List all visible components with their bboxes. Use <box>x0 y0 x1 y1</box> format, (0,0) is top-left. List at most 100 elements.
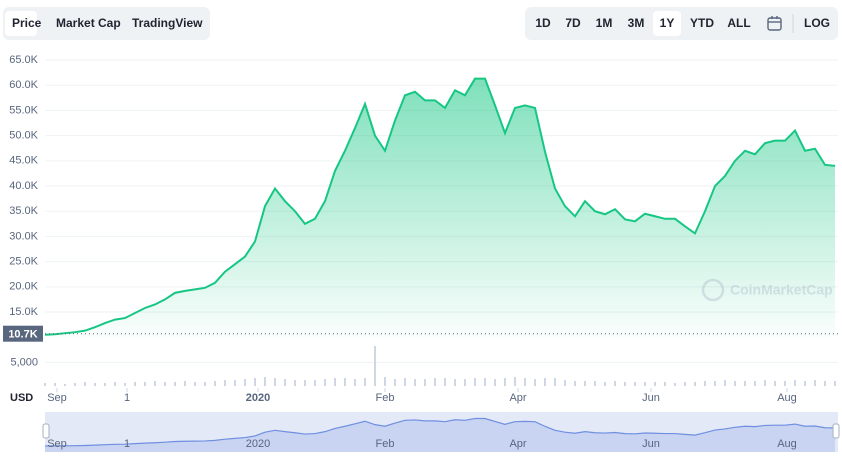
navigator-label: Apr <box>509 438 526 450</box>
volume-bar <box>74 383 76 386</box>
volume-bar <box>54 383 56 386</box>
x-tick-label: 2020 <box>246 392 270 404</box>
volume-bar <box>214 381 216 386</box>
volume-bar <box>654 382 656 386</box>
volume-bar <box>324 379 326 386</box>
volume-bar <box>484 378 486 386</box>
y-tick-label: 15.0K <box>9 306 38 318</box>
volume-bar <box>284 379 286 386</box>
volume-bar <box>824 381 826 386</box>
volume-bar <box>684 382 686 386</box>
area <box>45 78 835 338</box>
x-tick-label: 1 <box>124 392 130 404</box>
volume-bar <box>164 382 166 386</box>
range-button[interactable]: ALL <box>727 16 750 30</box>
x-tick-label: Jun <box>642 392 660 404</box>
volume-bar <box>184 381 186 386</box>
volume-bar <box>364 378 366 386</box>
volume-bar <box>664 382 666 386</box>
navigator-label: Feb <box>376 438 395 450</box>
volume-bar <box>174 382 176 386</box>
volume-bar <box>264 377 266 386</box>
navigator-handle[interactable] <box>42 423 50 439</box>
y-tick-label: 20.0K <box>9 281 38 293</box>
volume-bar <box>464 379 466 386</box>
tab[interactable]: TradingView <box>132 16 203 30</box>
volume-bar <box>154 381 156 386</box>
range-button[interactable]: 1M <box>596 16 613 30</box>
volume-bar <box>794 380 796 386</box>
volume-bar <box>734 381 736 386</box>
price-line <box>44 77 836 336</box>
volume-bar <box>104 383 106 386</box>
watermark-text: CoinMarketCap <box>730 282 833 298</box>
volume-bar <box>274 378 276 386</box>
volume-bar <box>784 381 786 386</box>
range-active-bg <box>653 11 681 36</box>
volume-bar <box>834 381 836 386</box>
range-button[interactable]: 1Y <box>660 16 675 30</box>
volume-bar <box>194 382 196 386</box>
x-tick-label: Aug <box>777 392 797 404</box>
volume-bar <box>414 379 416 386</box>
volume-bar <box>474 378 476 386</box>
volume-bar <box>334 378 336 386</box>
volume-bars <box>44 346 836 386</box>
volume-bar <box>454 379 456 386</box>
navigator-handle[interactable] <box>832 423 840 439</box>
volume-bar <box>254 378 256 386</box>
y-tick-label: 25.0K <box>9 256 38 268</box>
current-price-label: 10.7K <box>8 329 37 341</box>
volume-bar <box>434 378 436 386</box>
volume-bar <box>304 380 306 386</box>
volume-bar <box>124 383 126 386</box>
volume-bar <box>114 382 116 386</box>
navigator-label: Sep <box>47 438 67 450</box>
y-tick-label: 45.0K <box>9 155 38 167</box>
volume-bar <box>644 382 646 386</box>
range-button[interactable]: YTD <box>690 16 714 30</box>
volume-bar <box>394 379 396 386</box>
range-button[interactable]: 7D <box>565 16 581 30</box>
volume-bar <box>354 379 356 386</box>
volume-bar <box>204 382 206 386</box>
volume-bar <box>94 383 96 386</box>
y-tick-label: 40.0K <box>9 180 38 192</box>
volume-bar <box>404 378 406 386</box>
volume-bar <box>714 381 716 386</box>
x-tick-label: Feb <box>376 392 395 404</box>
volume-bar <box>244 379 246 386</box>
range-button[interactable]: 1D <box>535 16 551 30</box>
y-tick-label: 5,000 <box>10 356 38 368</box>
volume-bar <box>234 380 236 386</box>
tab[interactable]: Price <box>12 16 42 30</box>
calendar-icon[interactable] <box>767 16 782 31</box>
volume-bar <box>554 378 556 386</box>
volume-bar <box>704 381 706 386</box>
volume-bar <box>564 380 566 386</box>
log-button[interactable]: LOG <box>804 16 830 30</box>
volume-bar <box>144 382 146 386</box>
volume-bar <box>634 382 636 386</box>
volume-bar <box>444 378 446 386</box>
tab[interactable]: Market Cap <box>56 16 121 30</box>
y-tick-label: 65.0K <box>9 54 38 66</box>
volume-bar <box>614 381 616 386</box>
range-button[interactable]: 3M <box>628 16 645 30</box>
navigator-label: 1 <box>124 438 130 450</box>
volume-bar <box>294 380 296 386</box>
navigator-label: 2020 <box>246 438 270 450</box>
volume-bar <box>574 381 576 386</box>
volume-bar <box>534 379 536 386</box>
volume-bar <box>774 381 776 386</box>
volume-bar <box>764 380 766 386</box>
volume-bar <box>64 384 66 386</box>
volume-bar <box>524 378 526 386</box>
tab-group <box>3 7 210 40</box>
volume-bar <box>804 381 806 386</box>
volume-bar <box>504 378 506 386</box>
volume-bar <box>344 378 346 386</box>
volume-bar <box>384 377 386 386</box>
